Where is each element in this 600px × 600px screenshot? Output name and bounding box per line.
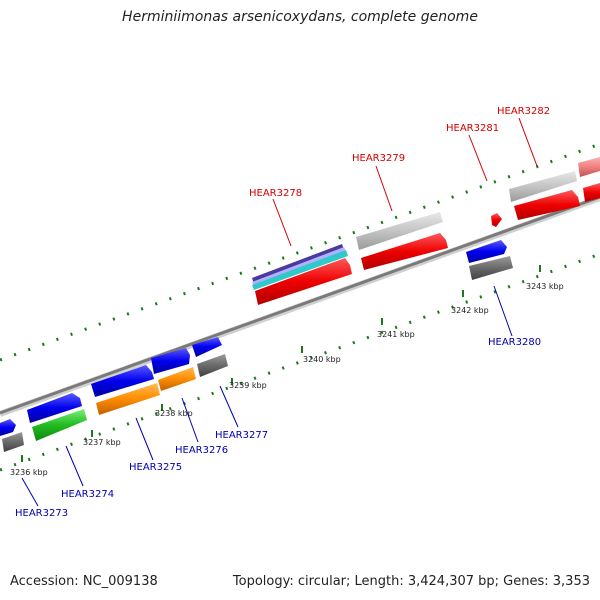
gene-hear3279[interactable] bbox=[356, 212, 448, 270]
gene-hear3274[interactable] bbox=[27, 393, 87, 441]
gene-label-lower[interactable]: HEAR3277 bbox=[215, 430, 268, 441]
kbp-label: 3239 kbp bbox=[229, 381, 267, 390]
genome-backbone-core bbox=[0, 195, 600, 415]
kbp-major-ticks bbox=[21, 265, 541, 462]
kbp-label: 3240 kbp bbox=[303, 355, 341, 364]
gene-upper-edge[interactable] bbox=[578, 157, 600, 202]
lower-tick-track bbox=[0, 252, 600, 472]
gene-label-lower[interactable]: HEAR3273 bbox=[15, 508, 68, 519]
kbp-label: 3238 kbp bbox=[155, 409, 193, 418]
gene-label-lower[interactable]: HEAR3275 bbox=[129, 462, 182, 473]
lower-leaders bbox=[21, 285, 513, 507]
kbp-label: 3243 kbp bbox=[526, 282, 564, 291]
gene-hear3278[interactable] bbox=[252, 244, 352, 305]
accession-text: Accession: NC_009138 bbox=[10, 574, 158, 589]
gene-lower-edge[interactable] bbox=[0, 419, 24, 452]
kbp-label: 3241 kbp bbox=[377, 330, 415, 339]
gene-label-lower[interactable]: HEAR3276 bbox=[175, 445, 228, 456]
gene-hear3282[interactable] bbox=[509, 171, 580, 220]
gene-label-upper[interactable]: HEAR3278 bbox=[249, 188, 302, 199]
gene-hear3276[interactable] bbox=[151, 348, 196, 391]
map-title: Herminiimonas arsenicoxydans, complete g… bbox=[122, 9, 478, 25]
upper-tick-track bbox=[0, 142, 600, 362]
gene-hear3281[interactable] bbox=[491, 213, 502, 227]
gene-hear3277[interactable] bbox=[192, 337, 228, 377]
kbp-label: 3236 kbp bbox=[10, 468, 48, 477]
gene-label-upper[interactable]: HEAR3282 bbox=[497, 106, 550, 117]
gene-label-lower[interactable]: HEAR3274 bbox=[61, 489, 114, 500]
gene-label-lower[interactable]: HEAR3280 bbox=[488, 337, 541, 348]
gene-hear3275[interactable] bbox=[91, 365, 160, 415]
kbp-label: 3237 kbp bbox=[83, 438, 121, 447]
upper-leaders bbox=[272, 117, 538, 247]
gene-label-upper[interactable]: HEAR3279 bbox=[352, 153, 405, 164]
gene-hear3280[interactable] bbox=[466, 240, 513, 280]
kbp-label: 3242 kbp bbox=[451, 306, 489, 315]
gene-label-upper[interactable]: HEAR3281 bbox=[446, 123, 499, 134]
genome-summary: Topology: circular; Length: 3,424,307 bp… bbox=[232, 574, 590, 589]
